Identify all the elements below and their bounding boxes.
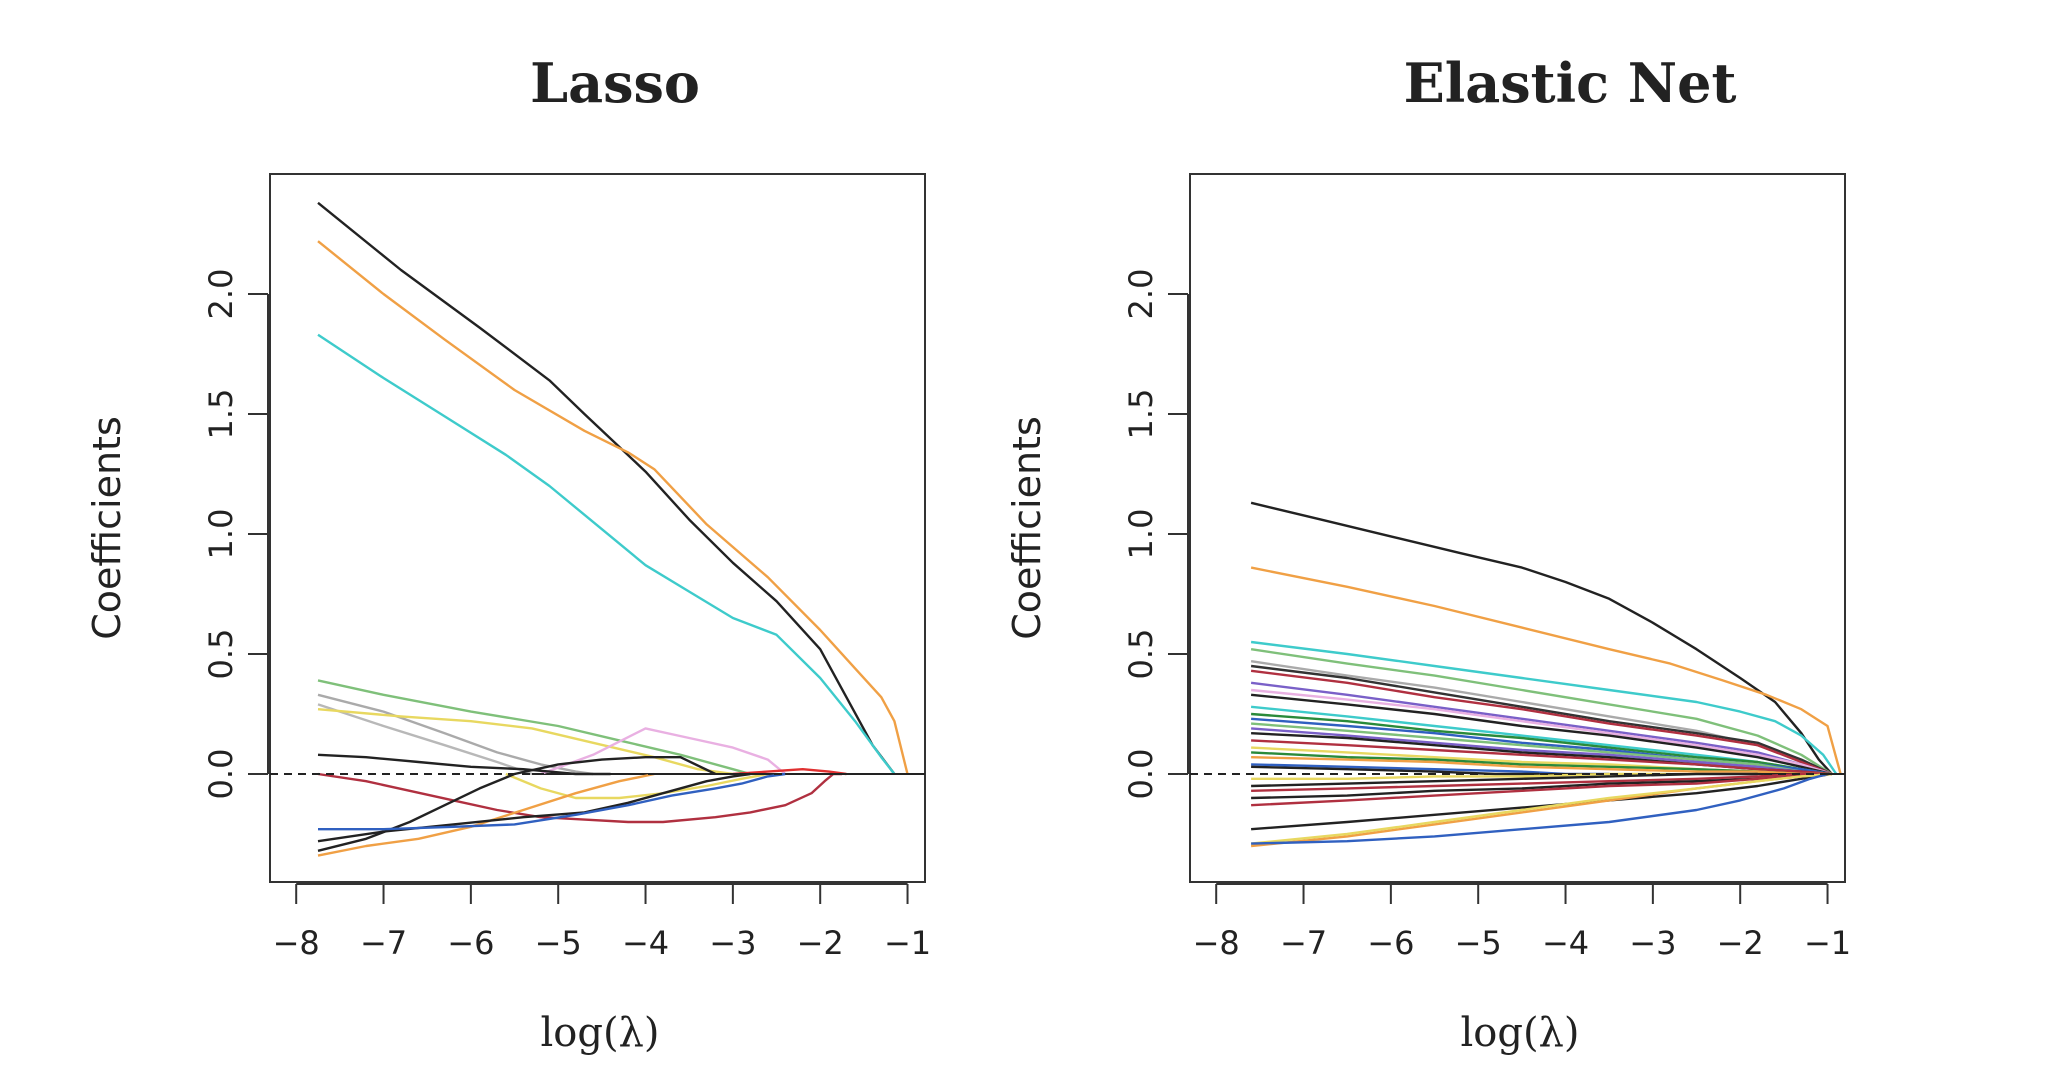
coefficient-path-9 [1250, 693, 1833, 776]
coefficient-path-8 [1250, 688, 1833, 776]
coefficient-path-7 [540, 727, 787, 776]
coefficient-path-11 [505, 772, 769, 800]
coefficient-path-5 [1250, 664, 1833, 776]
coefficient-path-16 [1251, 739, 1832, 776]
x-tick-label: −6 [447, 924, 494, 962]
x-tick-label: −5 [1455, 924, 1502, 962]
x-tick-label: −8 [273, 924, 320, 962]
coefficient-path-30 [1251, 772, 1828, 845]
y-tick-label: 2.0 [202, 269, 240, 320]
y-tick-label: 1.0 [1122, 509, 1160, 560]
x-tick-label: −8 [1193, 924, 1240, 962]
plot-frame [1189, 173, 1846, 883]
y-axis-label: Coefficients [1005, 416, 1049, 640]
coefficient-path-24 [1251, 772, 1832, 792]
coefficient-path-1 [317, 240, 909, 775]
x-axis-label: log(λ) [1460, 1010, 1579, 1056]
coefficient-path-8 [317, 753, 611, 776]
y-tick-label: 0.0 [202, 749, 240, 800]
series-group [1250, 501, 1845, 848]
chart-title: Lasso [530, 51, 700, 115]
coefficient-path-2 [317, 333, 896, 775]
y-tick-label: 2.0 [1122, 269, 1160, 320]
coefficient-path-22 [1251, 772, 1671, 780]
x-tick-label: −6 [1367, 924, 1414, 962]
coefficient-path-29 [1250, 772, 1832, 845]
chart-title: Elastic Net [1404, 51, 1737, 115]
x-tick-label: −7 [1280, 924, 1327, 962]
x-tick-label: −1 [1804, 924, 1851, 962]
x-tick-label: −2 [797, 924, 844, 962]
coefficient-path-2 [1250, 640, 1838, 775]
x-tick-label: −3 [1629, 924, 1676, 962]
coefficient-path-9 [317, 772, 842, 824]
coefficient-path-10 [732, 768, 847, 776]
y-tick-label: 0.5 [1122, 629, 1160, 680]
x-tick-label: −5 [535, 924, 582, 962]
y-tick-label: 0.5 [202, 629, 240, 680]
elastic-net-panel: Elastic Net −8 −7 −6 −5 −4 −3 −2 −1 0.0 0.5 1.0 1.5 2… [1005, 51, 1851, 1056]
coefficient-path-3 [1250, 648, 1833, 776]
coefficient-path-15 [318, 772, 786, 831]
coefficient-path-0 [317, 201, 896, 775]
y-axis-label: Coefficients [85, 416, 129, 640]
x-tick-label: −7 [360, 924, 407, 962]
lasso-panel: Lasso −8 −7 −6 −5 −4 −3 −2 −1 0.0 0.5 1.0 1.5 2.0 log(… [85, 51, 931, 1056]
coefficient-path-5 [317, 703, 533, 776]
x-tick-label: −2 [1717, 924, 1764, 962]
coefficient-path-0 [1250, 501, 1833, 775]
plot-frame [269, 173, 926, 883]
coefficient-path-21 [1251, 765, 1540, 776]
x-tick-label: −1 [884, 924, 931, 962]
series-group [317, 201, 925, 857]
y-tick-label: 1.5 [202, 389, 240, 440]
y-tick-label: 1.5 [1122, 389, 1160, 440]
x-axis-label: log(λ) [540, 1010, 659, 1056]
y-tick-label: 1.0 [202, 509, 240, 560]
coefficient-path-12 [317, 772, 655, 857]
coefficient-path-12 [1251, 717, 1833, 776]
coefficient-path-6 [1250, 669, 1833, 776]
coefficient-path-6 [317, 708, 734, 776]
x-tick-label: −3 [709, 924, 756, 962]
y-tick-label: 0.0 [1122, 749, 1160, 800]
coefficient-path-4 [317, 693, 594, 776]
coefficient-path-13 [317, 756, 716, 852]
coefficient-path-1 [1250, 566, 1842, 775]
x-tick-label: −4 [622, 924, 669, 962]
coefficient-path-3 [317, 679, 751, 776]
x-tick-label: −4 [1542, 924, 1589, 962]
